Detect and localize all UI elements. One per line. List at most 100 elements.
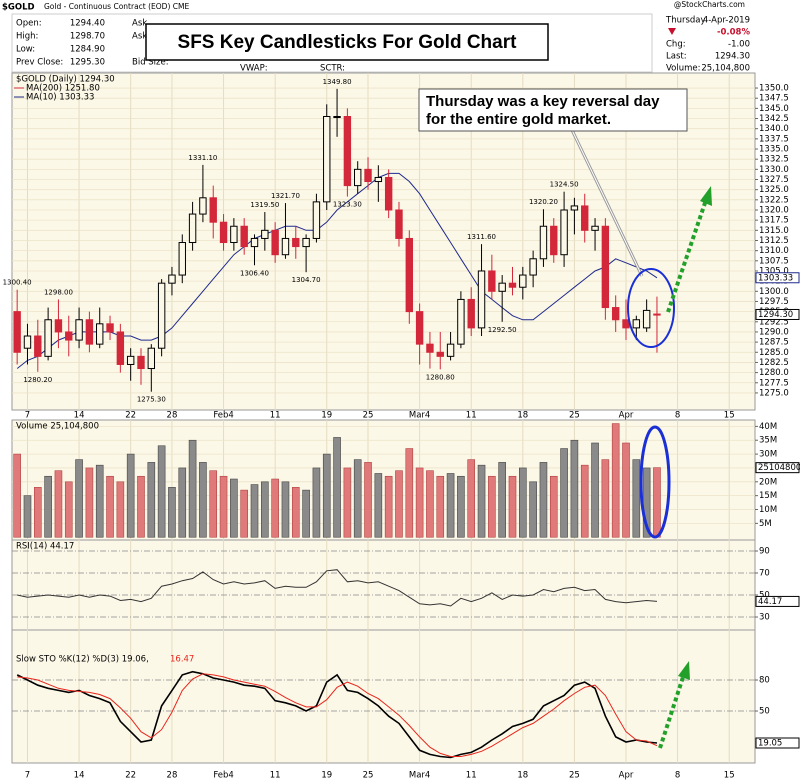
high-label: 1321.70: [271, 192, 300, 200]
y-tick-label: 1282.5: [759, 358, 789, 368]
last-value-box: [755, 595, 800, 607]
legend-entry: MA(10) 1303.33: [26, 93, 94, 103]
volume-bar: [622, 442, 630, 538]
description: Gold - Continuous Contract (EOD) CME: [44, 2, 189, 11]
volume-bar: [271, 478, 279, 538]
x-tick-label: 18: [517, 771, 528, 781]
candle-body: [550, 225, 558, 256]
candle-body: [581, 205, 589, 231]
y-tick-label: 1322.5: [759, 195, 789, 205]
y-tick-label: 1310.0: [759, 246, 789, 256]
x-tick-label: 28: [167, 771, 178, 781]
x-tick-label: 25: [569, 771, 580, 781]
volume-bar: [653, 467, 661, 538]
volume-bar: [291, 487, 300, 538]
low-label: 1292.50: [488, 326, 517, 334]
high-label: 1298.00: [44, 288, 73, 296]
last-value-box: [755, 737, 800, 749]
volume-bar: [333, 437, 341, 538]
candle-body: [488, 270, 496, 292]
panel-title: Slow STO %K(12) %D(3) 19.06,: [16, 655, 149, 665]
candle-body: [96, 323, 104, 345]
field-label: Open:: [16, 19, 42, 29]
y-tick-label: 1312.5: [759, 236, 789, 246]
up-arrow-head: [700, 186, 712, 206]
y-tick-label: 1350.0: [759, 84, 789, 94]
candle-body: [323, 115, 331, 203]
candle-body: [312, 201, 321, 239]
candle-body: [529, 258, 537, 276]
panel-title: 16.47: [170, 655, 194, 665]
candle-body: [250, 237, 259, 248]
last-value-label: 25104800: [758, 463, 800, 473]
candle-body: [199, 197, 207, 215]
candle-body: [13, 311, 21, 353]
last-value-label: 19.05: [758, 739, 782, 749]
down-arrow-icon: [668, 28, 676, 35]
y-tick-label: 1277.5: [759, 378, 789, 388]
x-tick-label: 25: [569, 411, 580, 421]
candle-body: [178, 242, 186, 276]
volume-bar: [168, 487, 176, 538]
field-label: SCTR:: [320, 64, 345, 74]
header-box: [11, 13, 653, 73]
last-value-label: 1294.30: [758, 310, 793, 320]
volume-bar: [199, 462, 207, 538]
candle-body: [498, 282, 506, 292]
volume-bar: [611, 423, 620, 538]
high-label: 1319.50: [250, 201, 279, 209]
volume-bar: [457, 475, 465, 538]
y-tick-label: 35M: [759, 436, 777, 446]
volume-bar: [405, 448, 414, 538]
candle-body: [364, 168, 372, 183]
field-label: Bid Size:: [132, 58, 169, 68]
volume-bar: [601, 459, 610, 538]
volume-bar: [312, 467, 321, 538]
indicator-line: [16, 670, 658, 759]
volume-bar: [126, 453, 135, 538]
volume-bar: [250, 484, 259, 538]
callout-text: Thursday was a key reversal day: [426, 93, 660, 110]
candle-body: [591, 225, 599, 231]
volume-bar: [13, 453, 21, 538]
high-label: 1324.50: [550, 181, 579, 189]
volume-bar: [33, 487, 42, 538]
candle-body: [426, 343, 434, 353]
volume-bar: [529, 481, 537, 538]
y-tick-label: 1297.5: [759, 297, 789, 307]
field-label: Ask: [132, 19, 147, 29]
date: 4-Apr-2019: [703, 16, 750, 26]
last-value-label: 1303.33: [758, 273, 793, 283]
x-tick-label: Apr: [619, 411, 634, 421]
candle-body: [23, 335, 32, 349]
y-tick-label: 5M: [759, 519, 772, 529]
volume-bar: [519, 467, 527, 538]
y-tick-label: 40M: [759, 422, 777, 432]
legend-entry: MA(200) 1251.80: [26, 84, 100, 94]
low-label: 1323.30: [333, 201, 362, 209]
x-tick-label: 28: [167, 411, 178, 421]
candle-body: [384, 176, 393, 211]
candle-body: [632, 319, 641, 329]
high-label: 1349.80: [323, 78, 352, 86]
volume-bar: [477, 464, 486, 538]
day: Thursday: [665, 16, 706, 26]
candle-body: [436, 351, 444, 357]
last-value-box: [755, 308, 800, 320]
volume-bar: [75, 459, 83, 538]
plot-layer: 7 7 14 14 22 22 28 28 Feb4 Feb4 11 11 19 19 25 25 Mar4 Ma…: [3, 73, 800, 781]
y-tick-label: 30: [759, 613, 770, 623]
volume-bar: [384, 475, 393, 538]
volume-bar: [178, 467, 187, 538]
volume-bar: [54, 470, 63, 538]
volume-bar: [64, 481, 73, 538]
high-label: 1300.40: [3, 279, 32, 287]
last-value-box: [755, 462, 800, 474]
candle-body: [292, 237, 300, 248]
volume-bar: [147, 462, 156, 538]
panel-title: Volume 25,104,800: [16, 422, 99, 432]
x-tick-label: 14: [74, 771, 85, 781]
volume-bar: [343, 467, 352, 538]
candle-body: [137, 355, 145, 370]
